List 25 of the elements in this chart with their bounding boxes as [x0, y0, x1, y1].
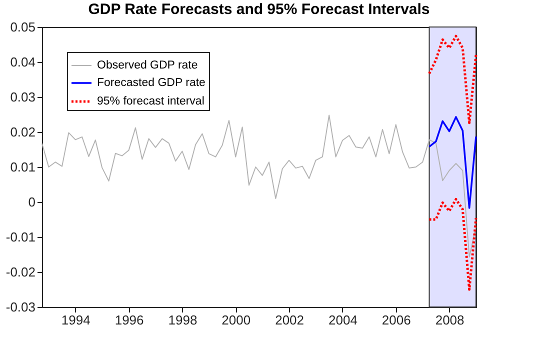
- y-tick-label: 0.03: [10, 90, 36, 104]
- line-series: [428, 198, 478, 291]
- y-tick-label: 0.05: [10, 20, 36, 34]
- legend-label: Forecasted GDP rate: [97, 77, 206, 89]
- legend-label: 95% forecast interval: [97, 96, 204, 108]
- x-tick-label: 2002: [275, 312, 304, 328]
- x-tick-label: 2004: [328, 312, 358, 328]
- chart-title: GDP Rate Forecasts and 95% Forecast Intervals: [88, 1, 430, 18]
- line-series: [42, 114, 476, 258]
- x-tick-label: 2006: [382, 312, 411, 328]
- y-tick-label: 0: [28, 194, 36, 210]
- x-tick-label: 1998: [168, 312, 198, 328]
- y-tick-label: 0.04: [10, 54, 36, 70]
- x-tick-label: 1996: [114, 312, 144, 328]
- y-tick-label: -0.01: [6, 230, 36, 244]
- x-tick-label: 2000: [222, 312, 251, 328]
- line-series: [428, 34, 478, 124]
- y-tick-label: 0.02: [10, 124, 36, 140]
- line-series: [428, 116, 477, 209]
- y-tick-label: 0.01: [10, 160, 36, 174]
- y-tick-label: -0.03: [6, 300, 36, 314]
- legend-label: Observed GDP rate: [97, 60, 198, 72]
- y-tick-label: -0.02: [6, 264, 36, 280]
- x-tick-label: 2008: [435, 312, 464, 328]
- x-tick-label: 1994: [61, 312, 90, 328]
